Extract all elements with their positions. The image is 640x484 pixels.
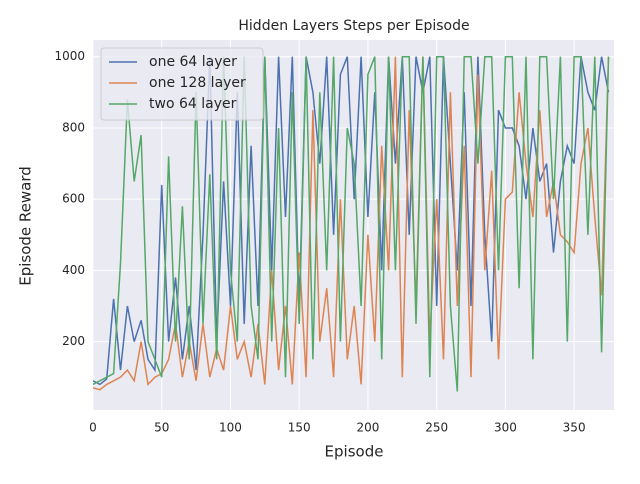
x-tick-label: 0 (89, 421, 97, 435)
x-tick-label: 200 (356, 421, 379, 435)
line-series (93, 55, 610, 392)
x-axis-label: Episode (325, 443, 384, 461)
x-tick-label: 150 (288, 421, 311, 435)
y-axis-label: Episode Reward (17, 166, 35, 286)
x-tick-label: 300 (494, 421, 517, 435)
x-tick-label: 50 (154, 421, 169, 435)
legend-label: one 64 layer (149, 54, 237, 70)
legend-box (100, 47, 264, 121)
legend-label: one 128 layer (149, 75, 246, 91)
legend-label: two 64 layer (149, 96, 237, 112)
y-tick-label: 800 (62, 120, 85, 134)
y-tick-label: 1000 (54, 49, 85, 63)
x-tick-label: 350 (563, 421, 586, 435)
x-tick-label: 250 (425, 421, 448, 435)
x-tick-label: 100 (219, 421, 242, 435)
line-series (93, 56, 610, 391)
chart-title: Hidden Layers Steps per Episode (238, 18, 469, 34)
y-tick-label: 400 (62, 263, 85, 277)
y-tick-label: 600 (62, 192, 85, 206)
y-tick-label: 200 (62, 334, 85, 348)
